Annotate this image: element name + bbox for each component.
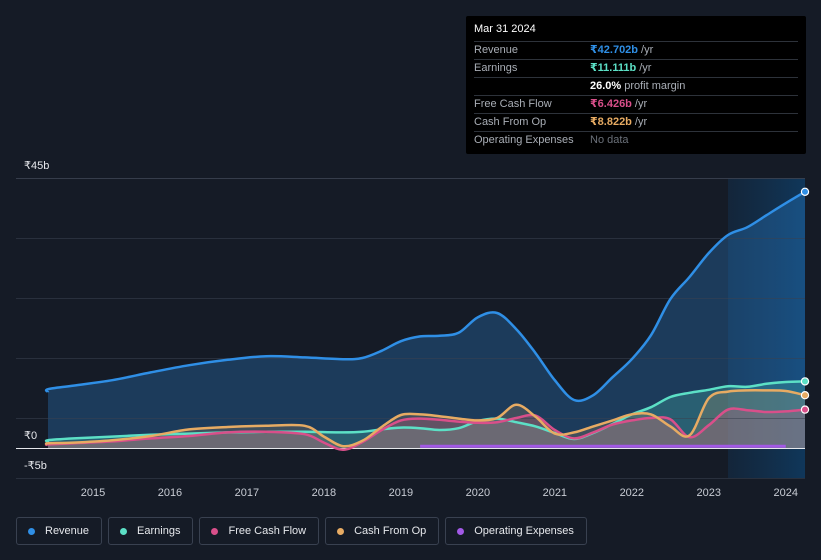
tooltip-row-value: ₹8.822b: [590, 116, 632, 128]
x-tick-label: 2019: [389, 487, 413, 499]
tooltip-row-unit: /yr: [641, 44, 654, 56]
legend-item-cash-from-op[interactable]: Cash From Op: [325, 517, 440, 545]
x-tick-label: 2015: [81, 487, 105, 499]
free-cash-flow-end-marker: [800, 405, 810, 414]
free-cash-flow-line: [44, 407, 806, 452]
legend-item-operating-expenses[interactable]: Operating Expenses: [445, 517, 587, 545]
legend-dot-icon: [211, 527, 219, 535]
tooltip-row-unit: /yr: [634, 116, 648, 128]
series-lines: [44, 190, 806, 452]
tooltip-row-value: No data: [590, 134, 629, 146]
legend-label: Cash From Op: [354, 525, 427, 537]
earnings-area: [46, 381, 806, 448]
legend-dot-icon: [337, 527, 345, 535]
tooltip-row-unit: /yr: [634, 98, 648, 110]
tooltip-row-unit: profit margin: [624, 80, 686, 92]
x-tick-label: 2021: [543, 487, 567, 499]
tooltip-row-unit: /yr: [639, 62, 652, 74]
cash-from-op-end-marker: [800, 391, 810, 400]
x-tick-label: 2016: [158, 487, 182, 499]
legend-dot-icon: [120, 527, 128, 535]
revenue-end-marker: [800, 187, 810, 196]
highlight-band: [728, 178, 805, 478]
financial-chart: ₹45b ₹0 -₹5b 2015 2016 2017 2018 2019 2020 2021 20…: [16, 160, 810, 499]
legend-label: Free Cash Flow: [228, 525, 307, 537]
x-tick-label: 2024: [774, 487, 798, 499]
legend-dot-icon: [457, 527, 465, 535]
tooltip-row-value: ₹6.426b: [590, 98, 632, 110]
legend-label: Operating Expenses: [474, 525, 574, 537]
tooltip-rows: Revenue ₹42.702b/yr Earnings ₹11.111b/yr 26.…: [474, 42, 798, 149]
legend-dot-icon: [28, 527, 35, 535]
x-tick-label: 2018: [312, 487, 336, 499]
tooltip-row: Cash From Op ₹8.822b/yr: [474, 114, 798, 132]
tooltip-row-label: [474, 78, 590, 95]
tooltip-panel: Mar 31 2024 Revenue ₹42.702b/yr Earnings ₹1…: [466, 16, 806, 154]
x-tick-label: 2020: [466, 487, 490, 499]
chart-legend: Revenue Earnings Free Cash Flow Cash From O…: [16, 517, 587, 545]
x-tick-label: 2022: [620, 487, 644, 499]
tooltip-row: 26.0% profit margin: [474, 78, 798, 96]
end-markers: [800, 187, 810, 414]
tooltip-row-label: Operating Expenses: [474, 134, 574, 146]
x-tick-label: 2017: [235, 487, 259, 499]
tooltip-row: Earnings ₹11.111b/yr: [474, 60, 798, 78]
tooltip-row-label: Free Cash Flow: [474, 98, 552, 110]
cash-from-op-line: [44, 389, 806, 448]
y-tick-label: ₹45b: [24, 160, 49, 172]
revenue-area: [46, 191, 806, 449]
x-tick-label: 2023: [697, 487, 721, 499]
tooltip-row: Revenue ₹42.702b/yr: [474, 42, 798, 60]
tooltip-row: Operating Expenses No data: [474, 132, 798, 149]
legend-item-free-cash-flow[interactable]: Free Cash Flow: [199, 517, 320, 545]
legend-item-revenue[interactable]: Revenue: [16, 517, 103, 545]
tooltip-row-label: Cash From Op: [474, 116, 547, 128]
tooltip-row-label: Earnings: [474, 62, 518, 74]
earnings-end-marker: [800, 377, 810, 386]
tooltip-row-value: ₹42.702b: [590, 44, 639, 56]
legend-item-earnings[interactable]: Earnings: [108, 517, 194, 545]
legend-label: Earnings: [137, 525, 181, 537]
tooltip-date: Mar 31 2024: [474, 24, 798, 42]
tooltip-row-value: 26.0%: [590, 80, 622, 92]
y-tick-label: ₹0: [24, 430, 37, 442]
axis-labels: ₹45b ₹0 -₹5b 2015 2016 2017 2018 2019 2020 2021 20…: [24, 160, 798, 499]
tooltip-row-value: ₹11.111b: [590, 62, 637, 74]
legend-label: Revenue: [45, 525, 90, 537]
tooltip-row: Free Cash Flow ₹6.426b/yr: [474, 96, 798, 114]
tooltip-row-label: Revenue: [474, 44, 519, 56]
y-tick-label: -₹5b: [24, 460, 47, 472]
revenue-line: [44, 190, 806, 403]
